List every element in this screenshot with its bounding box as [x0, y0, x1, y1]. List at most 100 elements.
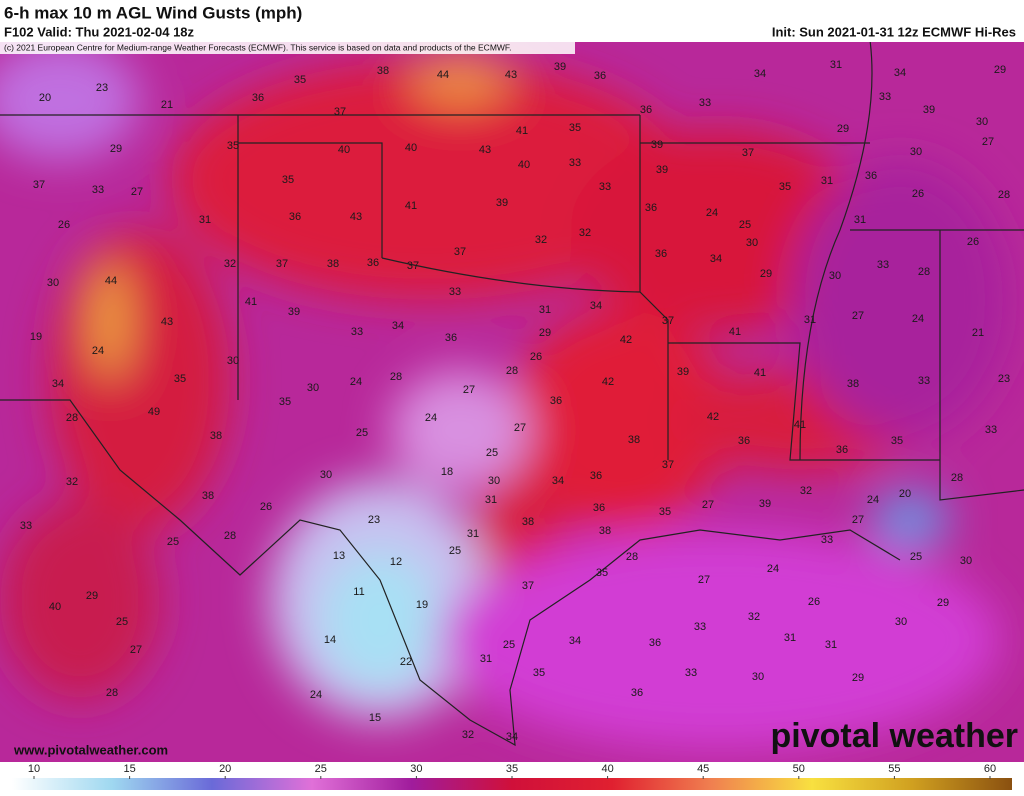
gust-label: 35 — [279, 396, 291, 408]
gust-label: 37 — [33, 179, 45, 191]
gust-label: 33 — [20, 520, 32, 532]
gust-label: 36 — [590, 470, 602, 482]
gust-label: 28 — [106, 687, 118, 699]
gust-label: 31 — [804, 314, 816, 326]
gust-label: 43 — [161, 316, 173, 328]
gust-label: 33 — [699, 97, 711, 109]
gust-label: 25 — [910, 551, 922, 563]
gust-label: 25 — [167, 536, 179, 548]
gust-label: 38 — [210, 430, 222, 442]
river — [799, 42, 873, 461]
colorbar-tick-label: 15 — [123, 763, 135, 775]
state-lines — [0, 114, 1024, 501]
gust-label: 34 — [552, 475, 564, 487]
gust-label: 30 — [752, 671, 764, 683]
gust-label: 27 — [698, 574, 710, 586]
colorbar-tick-label: 55 — [888, 763, 900, 775]
colorbar-tick-label: 35 — [506, 763, 518, 775]
gust-label: 27 — [463, 384, 475, 396]
gust-label: 29 — [852, 672, 864, 684]
gust-label: 35 — [533, 667, 545, 679]
gust-label: 39 — [759, 498, 771, 510]
gust-label: 35 — [174, 373, 186, 385]
gust-label: 24 — [92, 345, 104, 357]
gust-label: 35 — [282, 174, 294, 186]
coast-border — [0, 399, 901, 747]
gust-label: 32 — [748, 611, 760, 623]
gust-label: 35 — [294, 74, 306, 86]
colorbar-tick-label: 45 — [697, 763, 709, 775]
gust-label: 19 — [30, 331, 42, 343]
colorbar-tick-label: 25 — [315, 763, 327, 775]
gust-label: 25 — [739, 219, 751, 231]
gust-label: 11 — [353, 586, 364, 598]
gust-label: 29 — [86, 590, 98, 602]
gust-label: 39 — [554, 61, 566, 73]
gust-label: 36 — [593, 502, 605, 514]
gust-label: 35 — [596, 567, 608, 579]
gust-label: 30 — [960, 555, 972, 567]
gust-label: 31 — [821, 175, 833, 187]
title: 6-h max 10 m AGL Wind Gusts (mph) — [4, 3, 302, 22]
gust-label: 30 — [746, 237, 758, 249]
gust-label: 27 — [982, 136, 994, 148]
gust-label: 34 — [52, 378, 64, 390]
gust-label: 31 — [199, 214, 211, 226]
gust-label: 31 — [854, 214, 866, 226]
gust-label: 39 — [923, 104, 935, 116]
gust-label: 31 — [784, 632, 796, 644]
gust-label: 30 — [320, 469, 332, 481]
gust-label: 24 — [706, 207, 718, 219]
gust-label: 36 — [640, 104, 652, 116]
gust-label: 38 — [377, 65, 389, 77]
gust-label: 25 — [356, 427, 368, 439]
field — [0, 42, 1024, 762]
gust-label: 49 — [148, 406, 160, 418]
gust-label: 40 — [405, 142, 417, 154]
gust-label: 41 — [729, 326, 741, 338]
gust-label: 27 — [702, 499, 714, 511]
gust-label: 36 — [738, 435, 750, 447]
gust-label: 38 — [202, 490, 214, 502]
gust-label: 26 — [530, 351, 542, 363]
gust-label: 33 — [918, 375, 930, 387]
gust-label: 36 — [649, 637, 661, 649]
gust-label: 31 — [467, 528, 479, 540]
gust-label: 23 — [368, 514, 380, 526]
gust-label: 27 — [852, 310, 864, 322]
gust-label: 24 — [767, 563, 779, 575]
boundaries — [0, 42, 1024, 747]
gust-label: 35 — [891, 435, 903, 447]
gust-label: 41 — [245, 296, 257, 308]
gust-label: 31 — [485, 494, 497, 506]
gust-label: 28 — [390, 371, 402, 383]
gust-label: 36 — [655, 248, 667, 260]
gust-label: 27 — [130, 644, 142, 656]
copyright: (c) 2021 European Centre for Medium-rang… — [4, 42, 512, 52]
gust-label: 39 — [288, 306, 300, 318]
gust-label: 25 — [116, 616, 128, 628]
gust-label: 23 — [998, 373, 1010, 385]
gust-label: 33 — [694, 621, 706, 633]
gust-label: 35 — [569, 122, 581, 134]
gust-label: 32 — [224, 258, 236, 270]
colorbar-tick-label: 30 — [410, 763, 422, 775]
gust-label: 34 — [506, 731, 518, 743]
gust-label: 44 — [437, 69, 449, 81]
gust-label: 27 — [514, 422, 526, 434]
gust-label: 23 — [96, 82, 108, 94]
colorbar-tick-label: 50 — [793, 763, 805, 775]
gust-label: 33 — [599, 181, 611, 193]
gust-label: 34 — [392, 320, 404, 332]
gust-label: 37 — [522, 580, 534, 592]
gust-label: 24 — [425, 412, 437, 424]
gust-label: 35 — [779, 181, 791, 193]
init-time: Init: Sun 2021-01-31 12z ECMWF Hi-Res — [772, 24, 1016, 39]
gust-label: 37 — [334, 106, 346, 118]
copyright-bg — [0, 42, 575, 54]
gust-label: 35 — [659, 506, 671, 518]
gust-label: 34 — [590, 300, 602, 312]
gust-label: 25 — [503, 639, 515, 651]
website: www.pivotalweather.com — [13, 742, 168, 757]
